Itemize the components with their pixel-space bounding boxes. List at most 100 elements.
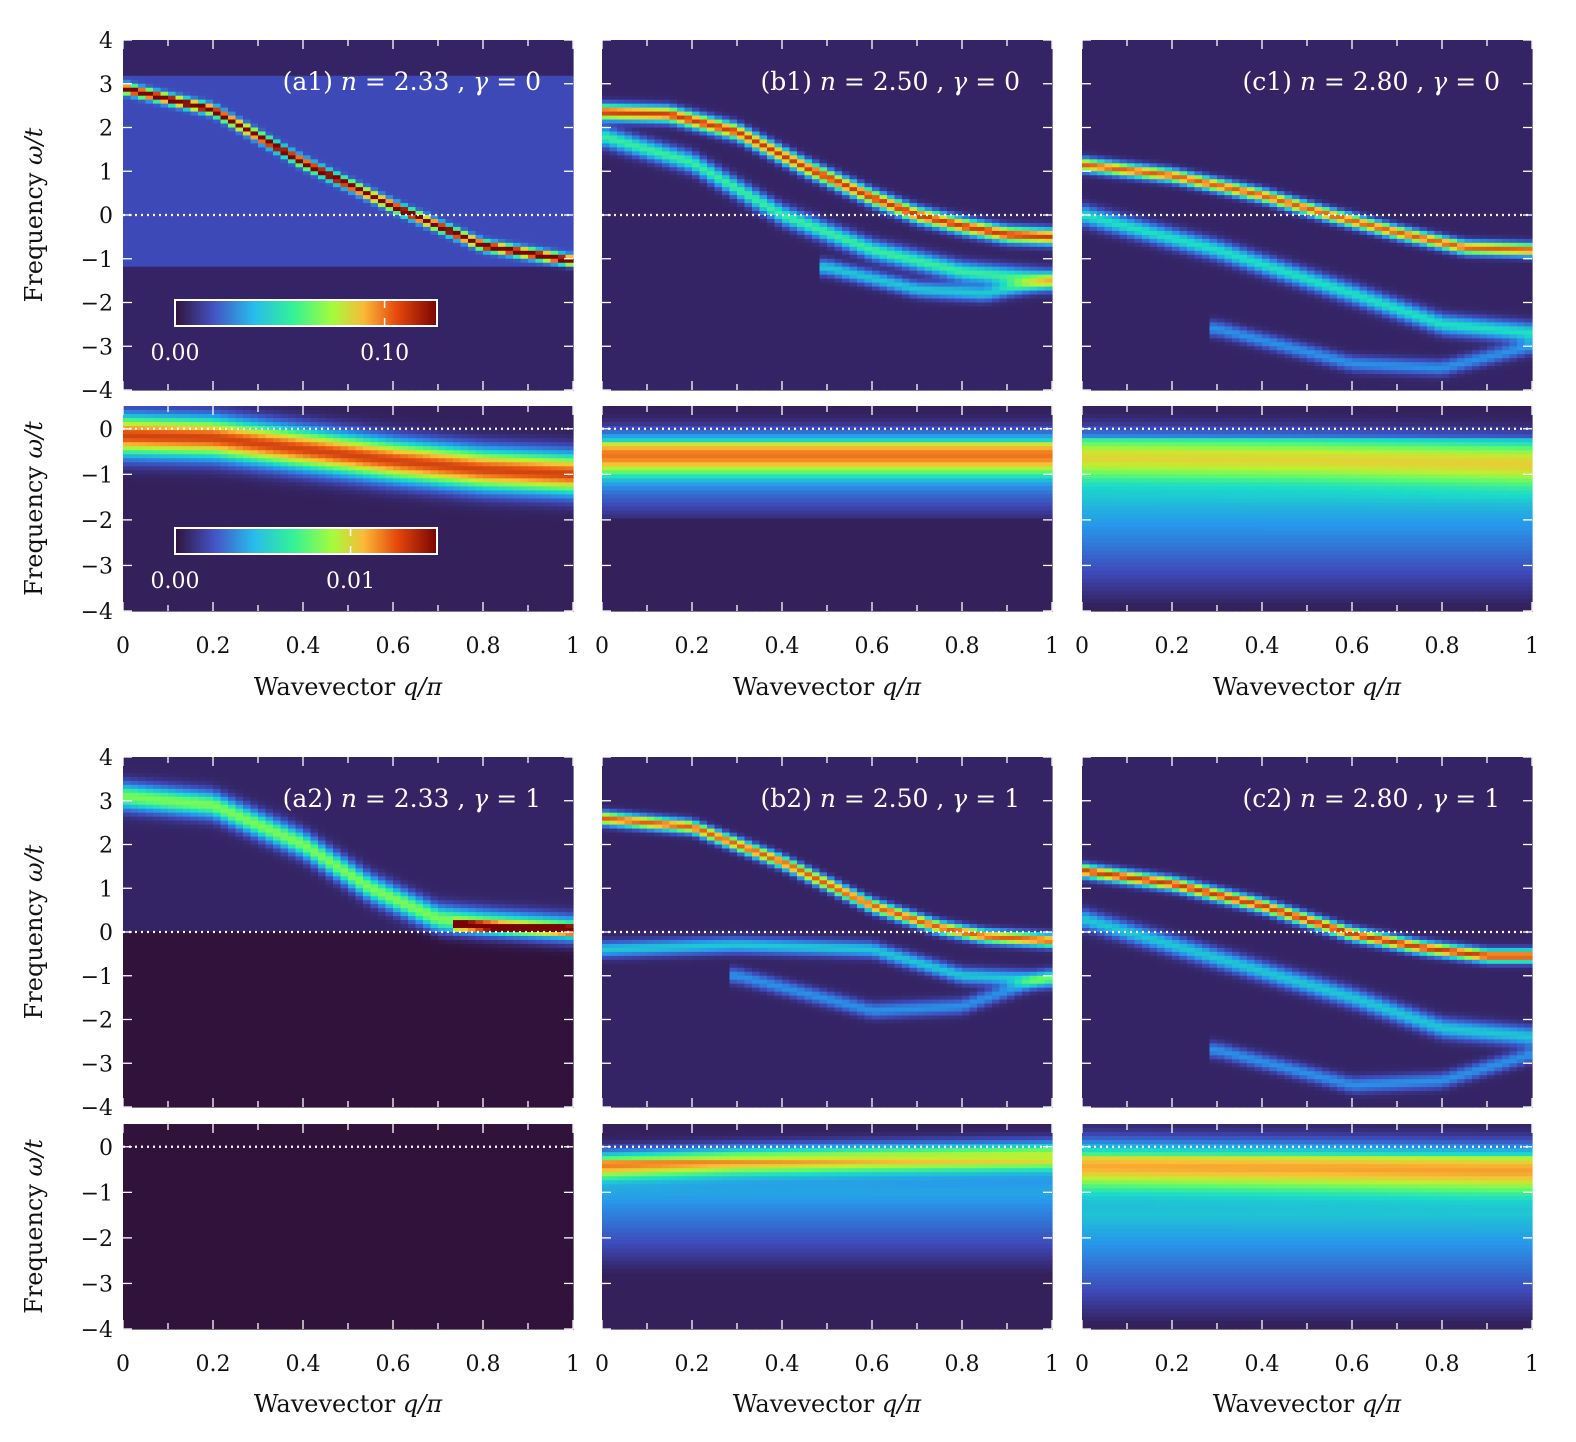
heatmap-cell — [423, 179, 432, 184]
heatmap-cell — [198, 234, 207, 240]
heatmap-cell — [153, 290, 162, 296]
heatmap-cell — [393, 47, 402, 53]
heatmap-cell — [295, 199, 304, 204]
heatmap-cell — [460, 135, 469, 141]
heatmap-cell — [318, 246, 327, 252]
heatmap-cell — [498, 286, 507, 292]
heatmap-cell — [535, 326, 544, 331]
heatmap-cell — [520, 298, 529, 304]
heatmap-cell — [483, 107, 492, 113]
heatmap-cell — [498, 183, 507, 188]
heatmap-cell — [438, 374, 447, 379]
heatmap-cell — [273, 346, 282, 351]
heatmap-cell — [348, 119, 357, 125]
heatmap-cell — [138, 91, 147, 97]
heatmap-cell — [258, 103, 267, 109]
heatmap-cell — [198, 87, 207, 93]
heatmap-cell — [325, 167, 334, 172]
heatmap-cell — [363, 215, 372, 220]
heatmap-cell — [183, 374, 192, 379]
heatmap-cell — [490, 167, 499, 172]
heatmap-cell — [123, 159, 132, 164]
heatmap-cell — [490, 79, 499, 85]
heatmap-cell — [393, 370, 402, 375]
heatmap-cell — [243, 254, 252, 260]
heatmap-cell — [453, 95, 462, 101]
heatmap-cell — [528, 250, 537, 256]
heatmap-cell — [340, 290, 349, 296]
heatmap-cell — [408, 350, 417, 355]
heatmap-cell — [460, 338, 469, 343]
heatmap-cell — [385, 258, 394, 264]
heatmap-cell — [490, 294, 499, 300]
heatmap-cell — [520, 167, 529, 172]
heatmap-cell — [228, 326, 237, 331]
heatmap-cell — [415, 262, 424, 268]
heatmap-cell — [130, 386, 139, 391]
heatmap-cell — [438, 342, 447, 347]
heatmap-cell — [340, 215, 349, 220]
heatmap-cell — [393, 207, 402, 212]
heatmap-cell — [475, 314, 484, 320]
heatmap-cell — [468, 71, 477, 77]
heatmap-cell — [325, 179, 334, 184]
heatmap-cell — [213, 95, 222, 101]
heatmap-cell — [490, 71, 499, 77]
heatmap-cell — [130, 59, 139, 65]
heatmap-cell — [213, 171, 222, 176]
heatmap-cell — [213, 354, 222, 359]
heatmap-cell — [468, 246, 477, 252]
heatmap-cell — [303, 326, 312, 331]
heatmap-cell — [415, 222, 424, 228]
heatmap-cell — [205, 91, 214, 97]
heatmap-cell — [498, 254, 507, 260]
heatmap-cell — [528, 131, 537, 137]
heatmap-cell — [445, 270, 454, 276]
heatmap-cell — [490, 234, 499, 240]
heatmap-cell — [460, 99, 469, 105]
heatmap-cell — [138, 354, 147, 359]
heatmap-cell — [333, 330, 342, 335]
heatmap-cell — [475, 99, 484, 105]
heatmap-cell — [355, 107, 364, 113]
heatmap-cell — [348, 346, 357, 351]
heatmap-cell — [280, 71, 289, 77]
heatmap-cell — [228, 123, 237, 129]
heatmap-cell — [153, 374, 162, 379]
heatmap-cell — [513, 282, 522, 288]
heatmap-cell — [220, 83, 229, 89]
heatmap-cell — [438, 350, 447, 355]
heatmap-cell — [408, 59, 417, 65]
heatmap-cell — [513, 99, 522, 105]
heatmap-cell — [130, 294, 139, 300]
heatmap-cell — [393, 334, 402, 339]
heatmap-cell — [475, 238, 484, 244]
heatmap-cell — [123, 246, 132, 252]
heatmap-cell — [190, 222, 199, 228]
heatmap-cell — [370, 63, 379, 69]
heatmap-cell — [273, 286, 282, 292]
heatmap-cell — [393, 159, 402, 164]
heatmap-cell — [528, 298, 537, 304]
heatmap-cell — [430, 147, 439, 152]
heatmap-cell — [430, 95, 439, 101]
heatmap-cell — [423, 370, 432, 375]
heatmap-cell — [498, 75, 507, 81]
heatmap-cell — [123, 47, 132, 53]
heatmap-cell — [468, 274, 477, 280]
heatmap-cell — [145, 330, 154, 335]
heatmap-cell — [498, 346, 507, 351]
heatmap-cell — [123, 306, 132, 312]
heatmap-cell — [505, 71, 514, 77]
heatmap-cell — [475, 226, 484, 232]
heatmap-cell — [333, 63, 342, 69]
heatmap-cell — [198, 250, 207, 256]
heatmap-cell — [505, 51, 514, 57]
heatmap-cell — [468, 159, 477, 164]
heatmap-cell — [498, 147, 507, 152]
heatmap-cell — [168, 159, 177, 164]
heatmap-cell — [528, 314, 537, 320]
heatmap-cell — [190, 290, 199, 296]
heatmap-cell — [408, 135, 417, 141]
heatmap-cell — [393, 79, 402, 85]
